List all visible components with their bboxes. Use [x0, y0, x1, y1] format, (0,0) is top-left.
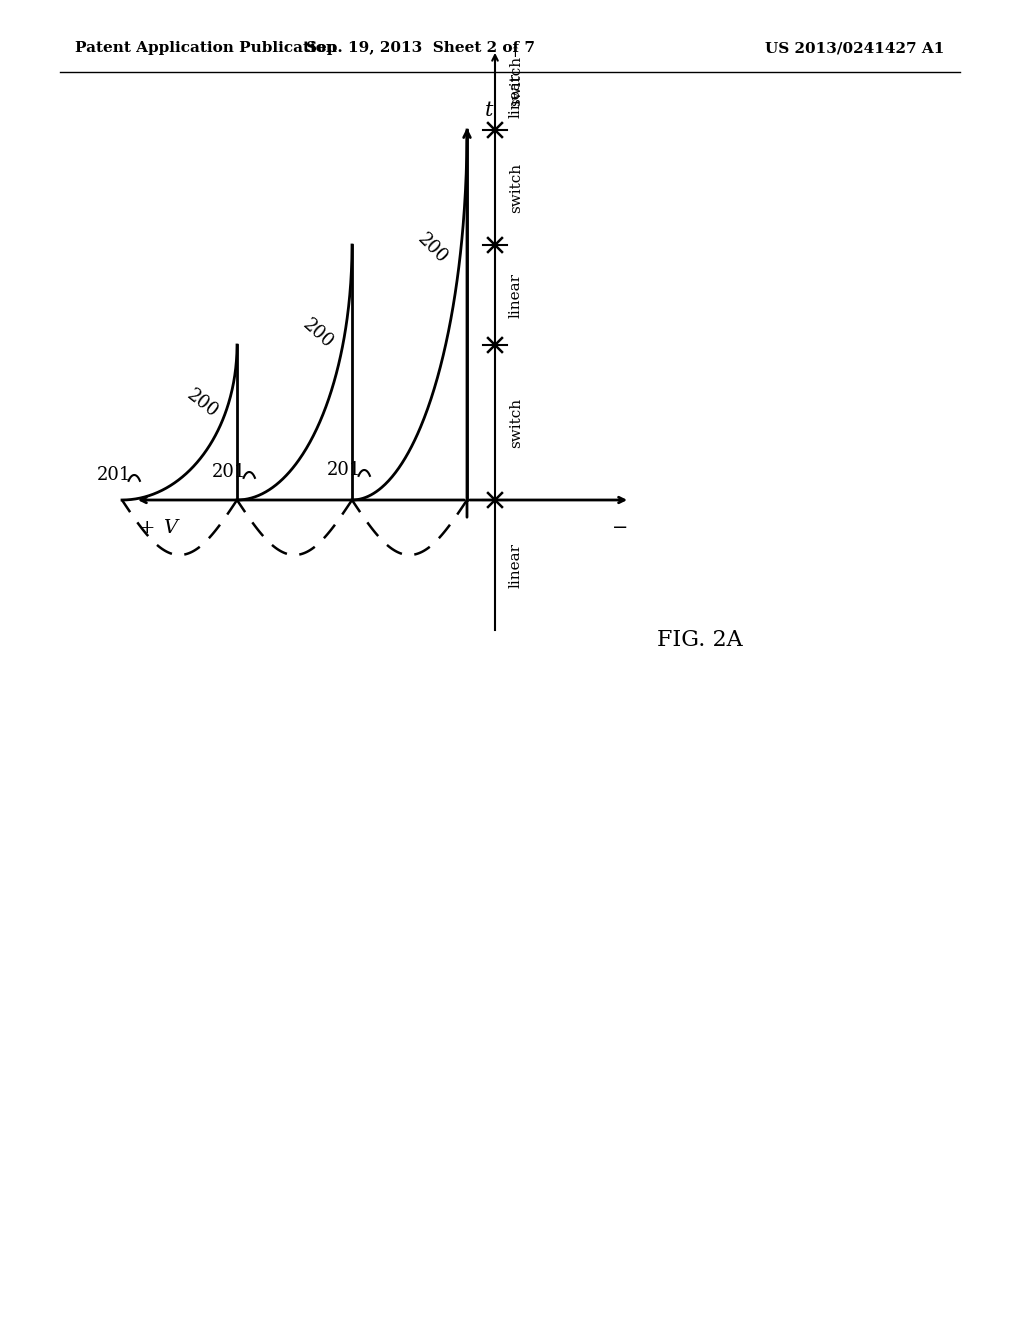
Text: linear: linear [509, 272, 523, 318]
Text: 200: 200 [299, 315, 336, 352]
Text: switch: switch [509, 162, 523, 213]
Text: 200: 200 [183, 387, 221, 421]
Text: +: + [138, 519, 156, 537]
Text: Patent Application Publication: Patent Application Publication [75, 41, 337, 55]
Text: linear: linear [509, 543, 523, 587]
Text: Sep. 19, 2013  Sheet 2 of 7: Sep. 19, 2013 Sheet 2 of 7 [305, 41, 535, 55]
Text: FIG. 2A: FIG. 2A [657, 630, 742, 651]
Text: linear: linear [509, 73, 523, 117]
Text: t: t [485, 102, 494, 120]
Text: −: − [611, 519, 628, 537]
Text: switch: switch [509, 397, 523, 447]
Text: 201: 201 [212, 463, 246, 480]
Text: V: V [163, 519, 177, 537]
Text: US 2013/0241427 A1: US 2013/0241427 A1 [765, 41, 945, 55]
Text: 201: 201 [97, 466, 131, 484]
Text: switch→: switch→ [509, 44, 523, 107]
Text: 200: 200 [414, 230, 451, 267]
Text: 201: 201 [327, 461, 361, 479]
